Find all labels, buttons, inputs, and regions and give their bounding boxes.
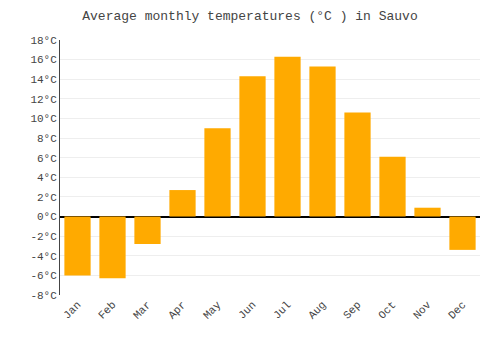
svg-text:0°C: 0°C xyxy=(37,211,57,223)
svg-text:Feb: Feb xyxy=(96,299,118,321)
svg-text:Sep: Sep xyxy=(341,299,363,321)
svg-text:May: May xyxy=(201,299,224,322)
svg-text:10°C: 10°C xyxy=(30,113,57,125)
svg-text:Apr: Apr xyxy=(166,299,188,321)
svg-text:4°C: 4°C xyxy=(37,172,57,184)
svg-text:-6°C: -6°C xyxy=(30,270,57,282)
svg-text:Jun: Jun xyxy=(236,299,258,321)
svg-text:12°C: 12°C xyxy=(30,94,57,106)
svg-text:Jul: Jul xyxy=(271,299,293,321)
svg-text:Oct: Oct xyxy=(376,299,398,321)
svg-text:Aug: Aug xyxy=(306,299,328,321)
svg-text:Average monthly temperatures (: Average monthly temperatures (°C ) in Sa… xyxy=(82,9,417,24)
svg-text:2°C: 2°C xyxy=(37,192,57,204)
svg-text:Mar: Mar xyxy=(131,299,153,321)
svg-text:6°C: 6°C xyxy=(37,153,57,165)
svg-text:-8°C: -8°C xyxy=(30,290,57,302)
svg-text:Jan: Jan xyxy=(61,299,83,321)
svg-text:14°C: 14°C xyxy=(30,74,57,86)
svg-text:Dec: Dec xyxy=(446,299,468,321)
svg-text:Nov: Nov xyxy=(411,299,434,322)
svg-text:-2°C: -2°C xyxy=(30,231,57,243)
svg-text:-4°C: -4°C xyxy=(30,251,57,263)
svg-text:8°C: 8°C xyxy=(37,133,57,145)
svg-text:18°C: 18°C xyxy=(30,35,57,47)
svg-text:16°C: 16°C xyxy=(30,54,57,66)
